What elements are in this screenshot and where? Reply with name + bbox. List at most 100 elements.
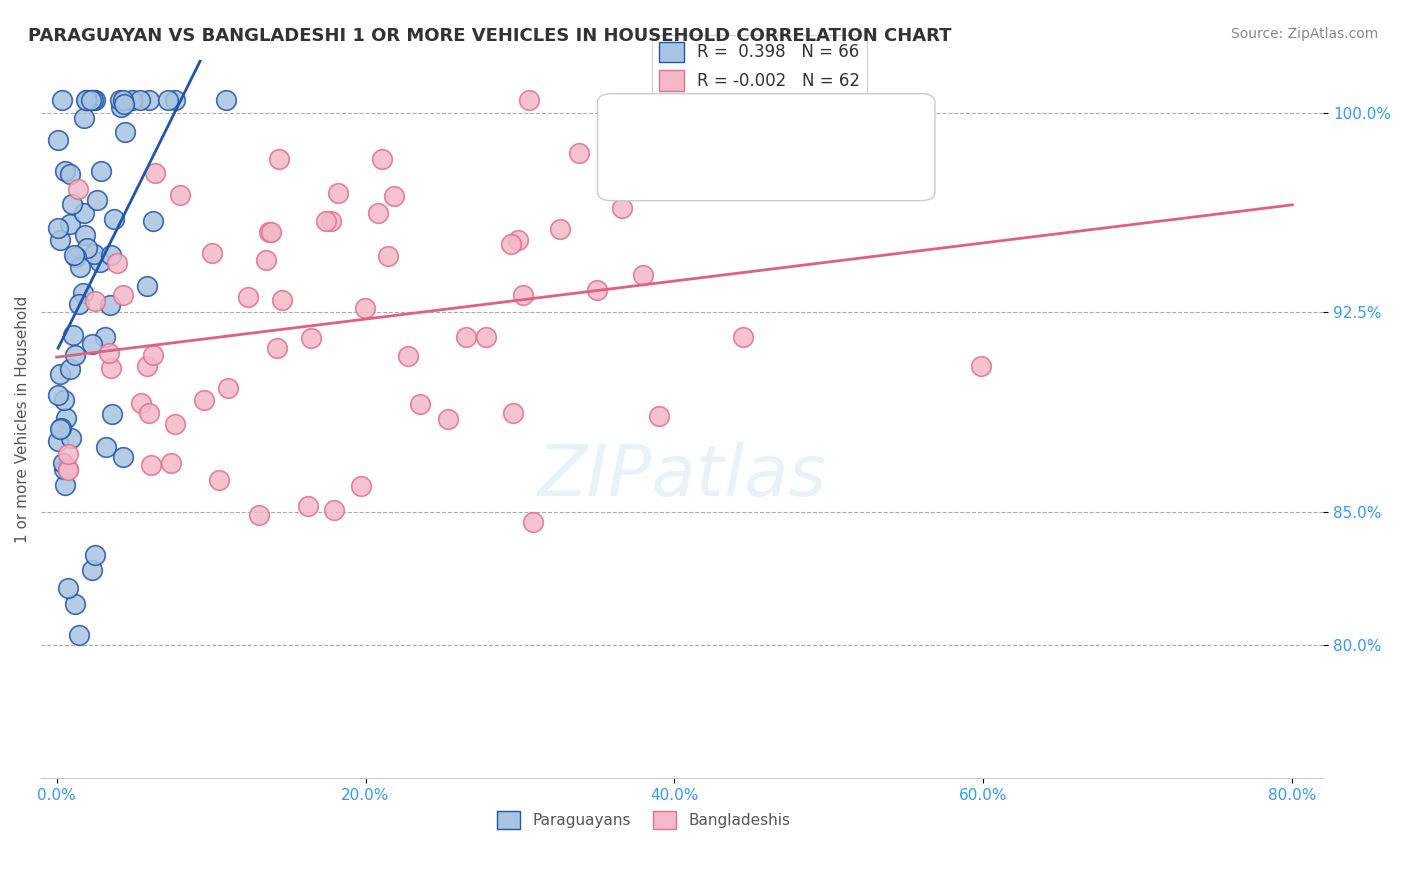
Point [236, 290, 259, 304]
Point [107, 256, 129, 270]
Point [139, 458, 162, 473]
Point [60, 196, 83, 211]
Point [128, 93, 150, 107]
Point [80, 93, 103, 107]
Point [52, 462, 75, 476]
Point [67, 296, 90, 310]
Point [80, 337, 103, 351]
Point [548, 222, 571, 236]
Point [46, 434, 69, 448]
Point [51, 93, 73, 107]
Point [522, 515, 544, 529]
Point [475, 330, 498, 344]
Point [568, 146, 591, 161]
Point [52, 393, 75, 408]
Point [49, 367, 72, 381]
Point [271, 293, 294, 307]
Point [69, 260, 91, 275]
Point [506, 232, 529, 246]
Point [89, 254, 111, 268]
Point [112, 288, 135, 302]
Point [193, 393, 215, 408]
Point [633, 268, 655, 283]
Point [396, 349, 419, 363]
Point [73, 206, 96, 220]
Point [499, 237, 522, 252]
Point [143, 166, 166, 180]
Point [266, 341, 288, 355]
Point [83, 294, 105, 309]
Point [49, 233, 72, 247]
Point [62, 248, 84, 262]
Point [48, 220, 70, 235]
Point [56, 462, 79, 476]
Point [100, 247, 122, 261]
Point [260, 225, 283, 239]
Point [749, 149, 772, 163]
Point [142, 214, 165, 228]
Point [201, 246, 224, 260]
Point [409, 397, 432, 411]
Point [83, 548, 105, 562]
Point [98, 346, 121, 360]
Point [80, 563, 103, 577]
Point [315, 214, 337, 228]
Point [82, 93, 104, 107]
Point [370, 152, 392, 166]
Point [517, 93, 540, 107]
Point [46, 133, 69, 147]
Point [59, 362, 82, 376]
Point [62, 327, 84, 342]
Point [52, 456, 75, 470]
Point [129, 396, 152, 410]
Y-axis label: 1 or more Vehicles in Household: 1 or more Vehicles in Household [15, 295, 30, 542]
Point [165, 417, 187, 432]
Point [319, 214, 342, 228]
Point [112, 97, 135, 112]
Point [94, 440, 117, 454]
Text: Source: ZipAtlas.com: Source: ZipAtlas.com [1230, 27, 1378, 41]
Point [73, 227, 96, 242]
Point [67, 628, 90, 642]
Point [322, 502, 344, 516]
Text: PARAGUAYAN VS BANGLADESHI 1 OR MORE VEHICLES IN HOUSEHOLD CORRELATION CHART: PARAGUAYAN VS BANGLADESHI 1 OR MORE VEHI… [28, 27, 952, 45]
Point [157, 93, 180, 107]
Point [56, 581, 79, 595]
Point [269, 152, 291, 166]
Point [454, 330, 477, 344]
Point [86, 193, 108, 207]
Point [437, 411, 460, 425]
Point [163, 93, 186, 107]
Point [83, 246, 105, 260]
Point [100, 361, 122, 376]
Point [59, 217, 82, 231]
Point [65, 250, 87, 264]
Point [114, 125, 136, 139]
Point [610, 201, 633, 215]
Point [67, 182, 90, 196]
Point [75, 93, 97, 107]
Point [731, 330, 754, 344]
Point [100, 407, 122, 421]
Point [215, 93, 238, 107]
Point [217, 381, 239, 395]
Point [254, 253, 277, 268]
Point [84, 93, 107, 107]
Point [94, 330, 117, 344]
Point [512, 288, 534, 302]
Point [382, 189, 405, 203]
Point [108, 93, 131, 107]
Point [367, 206, 389, 220]
Point [111, 450, 134, 465]
Point [53, 478, 76, 492]
Point [59, 168, 82, 182]
Point [350, 479, 373, 493]
Point [72, 285, 94, 300]
Point [138, 406, 160, 420]
Point [90, 163, 112, 178]
Point [58, 447, 80, 461]
Point [60, 431, 83, 445]
Point [121, 93, 143, 107]
Point [56, 463, 79, 477]
Point [585, 283, 607, 297]
